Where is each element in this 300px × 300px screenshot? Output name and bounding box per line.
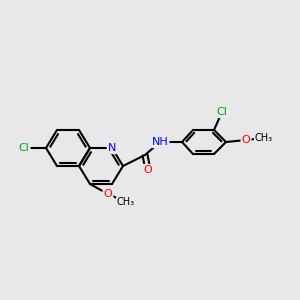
Text: Cl: Cl [217,107,227,117]
Text: O: O [242,135,250,145]
Text: NH: NH [152,137,168,147]
Text: CH₃: CH₃ [255,133,273,143]
Text: O: O [103,189,112,199]
Text: O: O [144,165,152,175]
Text: CH₃: CH₃ [117,197,135,207]
Text: Cl: Cl [19,143,29,153]
Text: N: N [108,143,116,153]
